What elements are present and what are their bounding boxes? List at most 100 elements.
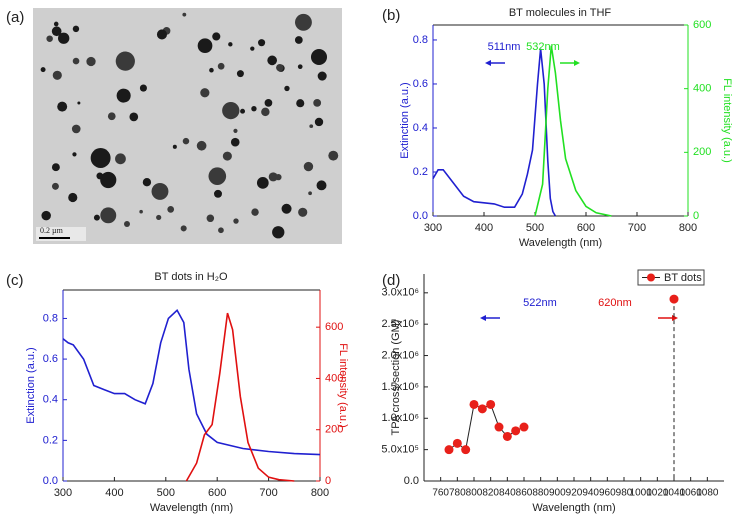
y2-axis-label: FL intensity (a.u.) — [337, 343, 349, 428]
x-tick-label: 920 — [566, 488, 583, 499]
y2-tick-label: 600 — [325, 321, 343, 333]
annotation: 511nm — [488, 41, 521, 53]
point — [486, 399, 496, 409]
particle — [53, 21, 59, 27]
y-tick-label: 0.6 — [413, 78, 428, 90]
y-tick-label: 2.5x10⁶ — [381, 318, 419, 330]
point — [519, 422, 529, 432]
particle — [314, 117, 324, 127]
y-axis-label: TPA cross-section (GM) — [390, 320, 402, 436]
particle — [212, 32, 221, 41]
y2-tick-label: 0 — [325, 475, 331, 487]
y-tick-label: 2.0x10⁶ — [381, 349, 419, 361]
x-tick-label: 400 — [105, 487, 123, 499]
particle — [86, 56, 96, 67]
arrow-head — [485, 60, 491, 66]
particle — [268, 172, 278, 182]
arrow-head — [672, 315, 678, 321]
y-tick-label: 0.6 — [43, 353, 58, 365]
x-tick-label: 1060 — [680, 488, 703, 499]
particle — [40, 67, 46, 73]
x-tick-label: 880 — [532, 488, 549, 499]
particle — [197, 38, 213, 54]
particle — [115, 51, 135, 71]
y2-tick-label: 400 — [693, 83, 711, 95]
particle — [41, 210, 51, 221]
particle — [139, 209, 143, 214]
x-tick-label: 600 — [208, 487, 226, 499]
particle — [100, 171, 117, 189]
point — [669, 294, 679, 304]
annotation: 522nm — [523, 297, 557, 309]
x-tick-label: 1080 — [696, 488, 719, 499]
particle — [222, 101, 240, 120]
particle — [72, 152, 77, 157]
y-tick-label: 5.0x10⁵ — [381, 444, 419, 456]
x-tick-label: 800 — [679, 222, 697, 234]
y-tick-label: 0.8 — [43, 312, 58, 324]
particle — [115, 153, 126, 165]
y2-tick-label: 200 — [325, 424, 343, 436]
particle — [139, 84, 147, 92]
x-tick-label: 300 — [54, 487, 72, 499]
y-tick-label: 0.0 — [43, 475, 58, 487]
particle — [297, 64, 303, 70]
particle — [256, 177, 269, 189]
particle — [107, 112, 116, 121]
particle — [258, 39, 266, 47]
particle — [72, 57, 80, 65]
particle — [264, 99, 273, 107]
particle — [208, 167, 227, 185]
particle — [129, 112, 139, 122]
series-line — [62, 309, 321, 456]
x-tick-label: 820 — [482, 488, 499, 499]
y2-tick-label: 400 — [325, 372, 343, 384]
particle — [156, 29, 168, 40]
particle — [71, 124, 81, 134]
particle — [72, 25, 80, 33]
x-tick-label: 800 — [311, 487, 329, 499]
particle — [281, 203, 292, 214]
particle — [308, 191, 312, 196]
particle — [77, 101, 81, 105]
particle — [151, 182, 169, 200]
particle — [51, 26, 62, 37]
particle — [250, 46, 255, 51]
x-tick-label: 760 — [432, 488, 449, 499]
particle — [310, 48, 328, 66]
x-tick-label: 900 — [549, 488, 566, 499]
particle — [196, 140, 207, 151]
chart-title: BT dots in H₂O — [154, 271, 228, 283]
x-tick-label: 1020 — [646, 488, 669, 499]
point — [469, 399, 479, 409]
panel-label: (b) — [382, 7, 400, 24]
particle — [200, 88, 210, 98]
series-line — [185, 312, 295, 482]
particle — [272, 226, 285, 239]
series-line — [534, 45, 612, 217]
x-axis-label: Wavelength (nm) — [532, 502, 615, 514]
series-line — [432, 48, 557, 217]
particle — [116, 88, 131, 103]
particle — [317, 71, 327, 81]
particle — [233, 128, 238, 133]
particle — [228, 42, 233, 47]
connector — [465, 404, 475, 450]
y-axis-label: Extinction (a.u.) — [25, 347, 37, 423]
particle — [96, 172, 104, 180]
particle — [52, 70, 62, 80]
chart-title: BT molecules in THF — [509, 7, 612, 19]
particle — [276, 63, 284, 72]
particle — [206, 214, 215, 223]
particle — [217, 62, 225, 70]
particle — [51, 163, 60, 172]
particle — [261, 107, 270, 117]
particle — [90, 148, 111, 168]
x-tick-label: 600 — [577, 222, 595, 234]
particle — [275, 173, 282, 181]
particle — [313, 98, 322, 107]
particle — [167, 205, 175, 213]
particle — [93, 214, 100, 221]
x-tick-label: 940 — [582, 488, 599, 499]
